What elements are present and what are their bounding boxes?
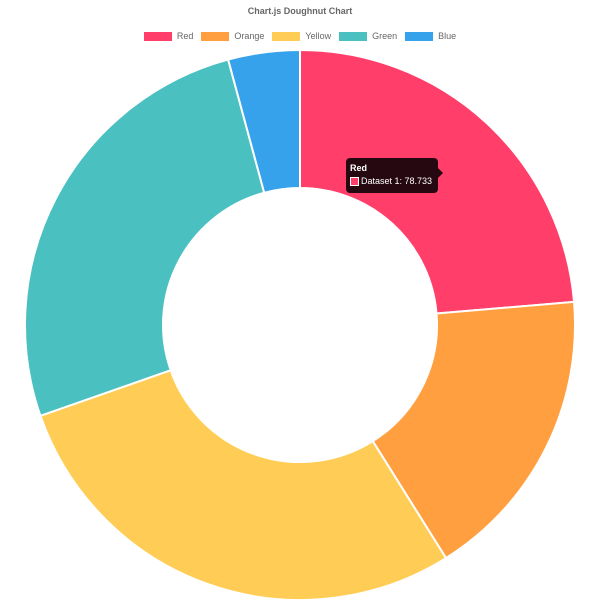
slice-yellow[interactable] bbox=[39, 368, 448, 600]
chart-title: Chart.js Doughnut Chart bbox=[247, 6, 353, 16]
legend-swatch-yellow bbox=[272, 31, 301, 41]
legend-swatch-blue bbox=[405, 31, 434, 41]
legend-item-green[interactable]: Green bbox=[339, 31, 397, 41]
legend-label-blue: Blue bbox=[438, 31, 457, 41]
legend-swatch-red bbox=[143, 31, 172, 41]
legend-item-yellow[interactable]: Yellow bbox=[272, 31, 331, 41]
slice-blue[interactable] bbox=[226, 48, 301, 194]
legend-swatch-orange bbox=[201, 31, 230, 41]
tooltip-title: Red bbox=[350, 163, 368, 173]
slice-orange[interactable] bbox=[371, 300, 576, 560]
legend-item-orange[interactable]: Orange bbox=[201, 31, 264, 41]
legend-label-green: Green bbox=[372, 31, 398, 41]
tooltip-color-swatch bbox=[350, 177, 359, 186]
legend-item-blue[interactable]: Blue bbox=[405, 31, 456, 41]
legend-item-red[interactable]: Red bbox=[143, 31, 194, 41]
legend-swatch-green bbox=[339, 31, 368, 41]
legend-label-red: Red bbox=[176, 31, 194, 41]
tooltip-label: Dataset 1: 78.733 bbox=[361, 176, 433, 186]
tooltip: Red Dataset 1: 78.733 bbox=[346, 158, 444, 193]
slice-green[interactable] bbox=[24, 58, 266, 418]
tooltip-body: Dataset 1: 78.733 bbox=[350, 175, 432, 188]
legend-label-orange: Orange bbox=[234, 31, 265, 41]
legend-label-yellow: Yellow bbox=[305, 31, 332, 41]
legend: Red Orange Yellow Green Blue bbox=[0, 31, 600, 41]
